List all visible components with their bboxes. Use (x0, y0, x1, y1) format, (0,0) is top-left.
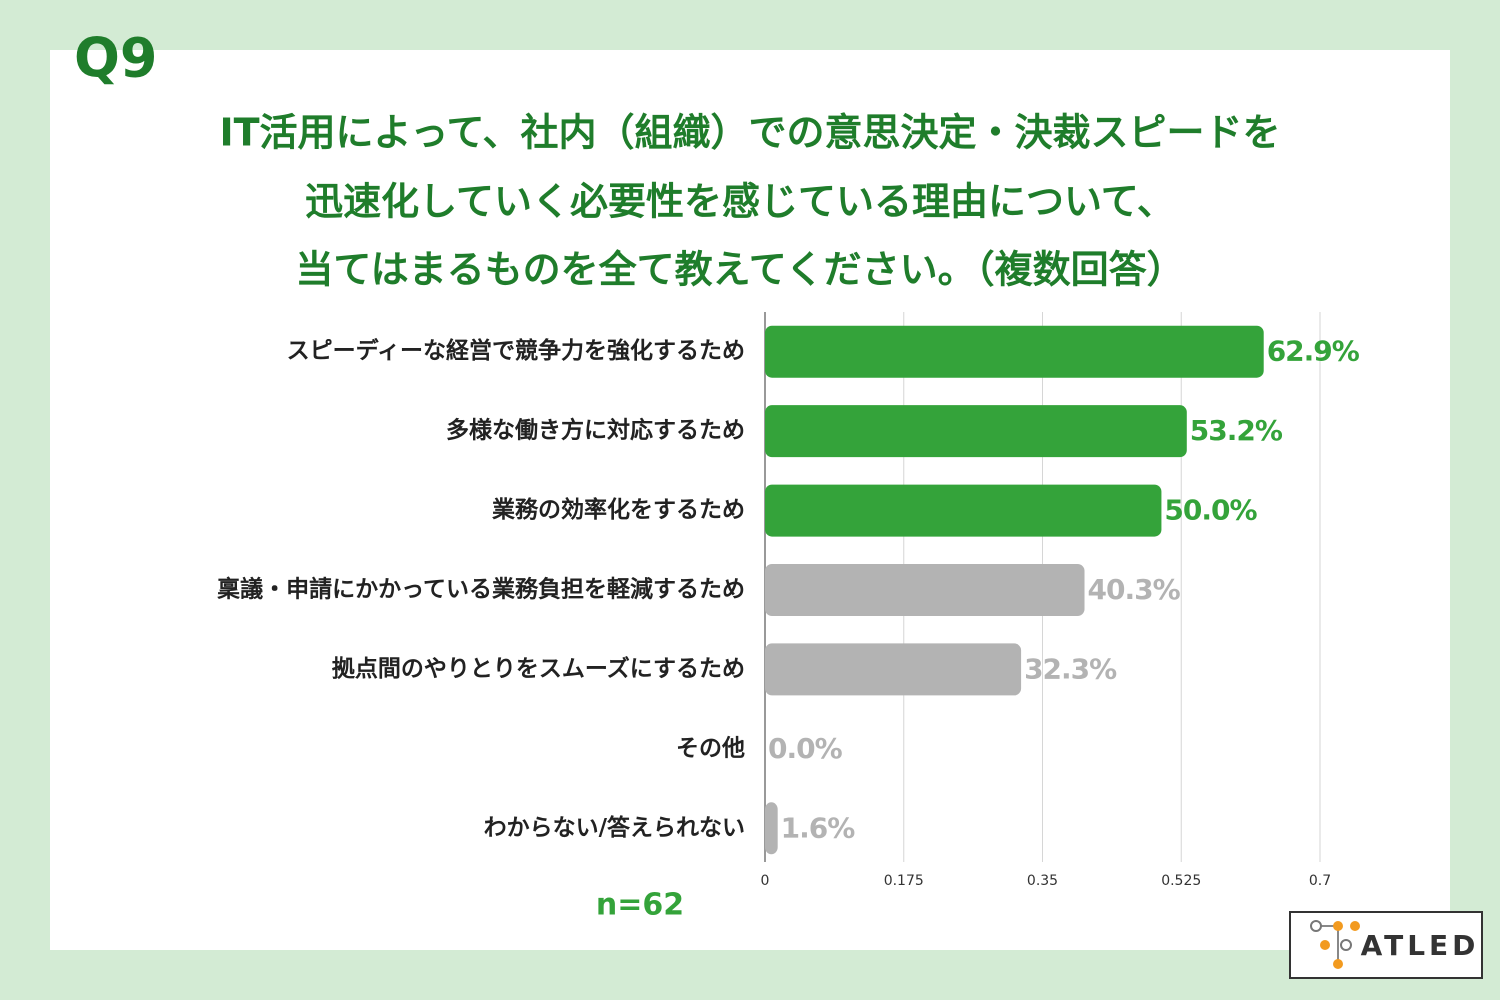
bar (765, 325, 1264, 378)
y-tick-label: スピーディーな経営で競争力を強化するため (287, 337, 745, 364)
question-number: Q9 (74, 27, 157, 90)
title-line: 当てはまるものを全て教えてください。（複数回答） (295, 248, 1184, 292)
y-tick-label: その他 (676, 735, 745, 761)
x-tick-label: 0.175 (884, 873, 924, 889)
y-tick-label: 拠点間のやりとりをスムーズにするため (332, 655, 745, 682)
value-label: 50.0% (1164, 494, 1257, 527)
value-label: 62.9% (1267, 335, 1360, 368)
value-label: 53.2% (1190, 414, 1283, 447)
y-tick-label: 業務の効率化をするため (491, 496, 745, 523)
bar (765, 643, 1022, 696)
title-line: IT活用によって、社内（組織）での意思決定・決裁スピードを (219, 111, 1280, 155)
value-label: 0.0% (768, 732, 843, 765)
y-tick-label: 稟議・申請にかかっている業務負担を軽減するため (217, 576, 745, 603)
x-tick-label: 0.7 (1309, 873, 1331, 889)
x-tick-label: 0 (761, 873, 770, 889)
value-label: 32.3% (1024, 652, 1117, 685)
y-tick-label: わからない/答えられない (484, 814, 745, 841)
logo-icon (1320, 940, 1330, 950)
title-line: 迅速化していく必要性を感じている理由について、 (305, 180, 1175, 224)
logo-icon (1350, 921, 1360, 931)
bar (765, 564, 1085, 616)
logo: ATLED (1289, 911, 1483, 979)
value-label: 1.6% (781, 811, 856, 844)
logo-icon (1333, 921, 1343, 931)
panel (50, 50, 1450, 950)
bar (765, 405, 1187, 458)
logo-icon (1310, 920, 1322, 932)
bar (765, 802, 778, 855)
x-tick-label: 0.525 (1161, 873, 1201, 889)
bar (765, 484, 1162, 537)
logo-icon (1340, 939, 1352, 951)
logo-text: ATLED (1361, 929, 1480, 962)
y-tick-label: 多様な働き方に対応するため (446, 417, 745, 444)
sample-size: n=62 (596, 888, 684, 923)
logo-icon (1333, 959, 1343, 969)
x-tick-label: 0.35 (1027, 873, 1058, 889)
value-label: 40.3% (1088, 573, 1181, 606)
